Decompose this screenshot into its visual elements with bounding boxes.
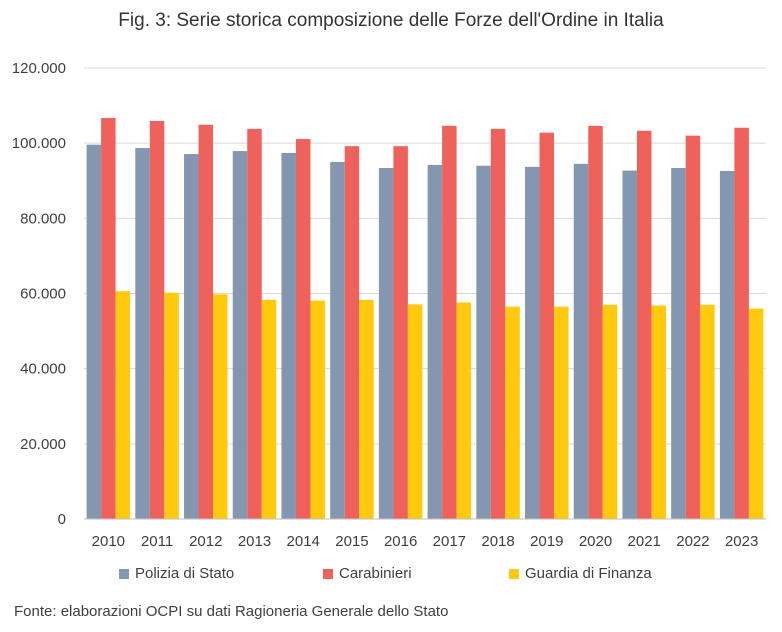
bar-polizia-di-stato-2020 [573,163,589,519]
x-tick-label: 2012 [189,533,222,550]
bar-guardia-di-finanza-2013 [261,299,277,519]
bar-polizia-di-stato-2014 [281,152,296,519]
y-tick-label: 100.000 [12,135,66,152]
y-tick-label: 80.000 [20,210,66,227]
bar-carabinieri-2016 [393,146,408,519]
bar-guardia-di-finanza-2021 [651,305,666,519]
legend-label: Guardia di Finanza [525,565,652,582]
x-tick-label: 2011 [141,533,173,550]
y-tick-label: 40.000 [20,361,66,378]
x-tick-label: 2016 [384,533,417,550]
bar-guardia-di-finanza-2023 [748,308,764,519]
x-tick-label: 2013 [238,533,271,550]
chart-title: Fig. 3: Serie storica composizione delle… [118,10,664,31]
bar-carabinieri-2012 [198,124,214,520]
bar-carabinieri-2013 [247,128,262,519]
bar-guardia-di-finanza-2015 [359,299,374,519]
bar-carabinieri-2011 [149,120,165,520]
legend-swatch [323,568,333,579]
source-note: Fonte: elaborazioni OCPI su dati Ragione… [14,603,449,620]
bar-polizia-di-stato-2011 [135,148,150,520]
bar-chart: 0 20.000 40.000 60.000 80.000 100.000 120.000 2… [12,60,766,550]
bar-carabinieri-2017 [442,125,457,520]
y-tick-label: 20.000 [20,436,66,453]
x-tick-label: 2010 [92,533,125,550]
bar-polizia-di-stato-2012 [184,154,199,519]
bar-polizia-di-stato-2013 [232,151,248,519]
bar-polizia-di-stato-2010 [86,144,102,520]
x-tick-label: 2021 [628,533,661,550]
bar-carabinieri-2019 [539,132,555,520]
bar-guardia-di-finanza-2017 [456,302,472,519]
bar-polizia-di-stato-2016 [378,167,394,519]
legend: Polizia di Stato Carabinieri Guardia di Fi… [0,565,782,585]
bar-polizia-di-stato-2023 [719,170,735,519]
legend-label: Polizia di Stato [135,565,235,582]
y-tick-label: 60.000 [20,286,66,303]
x-tick-label: 2023 [725,533,758,550]
legend-label: Carabinieri [339,565,412,582]
bar-guardia-di-finanza-2012 [213,294,228,519]
bar-polizia-di-stato-2021 [622,170,637,520]
bar-guardia-di-finanza-2018 [505,306,520,519]
bar-polizia-di-stato-2018 [476,165,491,519]
bar-guardia-di-finanza-2020 [602,304,618,519]
legend-item: Carabinieri [323,565,412,582]
bar-carabinieri-2018 [490,128,506,519]
bar-carabinieri-2010 [101,117,116,519]
x-tick-label: 2019 [530,533,563,550]
bar-guardia-di-finanza-2014 [310,300,325,519]
legend-item: Guardia di Finanza [509,565,652,582]
bar-carabinieri-2023 [734,127,749,519]
bar-carabinieri-2022 [685,135,701,519]
bar-carabinieri-2015 [344,146,360,519]
x-tick-label: 2022 [676,533,709,550]
y-tick-label: 120.000 [12,60,66,77]
legend-swatch [119,568,129,579]
x-tick-label: 2017 [433,533,466,550]
x-tick-label: 2018 [481,533,514,550]
bar-polizia-di-stato-2022 [671,167,686,519]
bar-carabinieri-2014 [295,139,311,519]
bar-guardia-di-finanza-2016 [407,304,423,519]
x-tick-label: 2014 [287,533,320,550]
bar-guardia-di-finanza-2011 [164,292,179,519]
bar-polizia-di-stato-2015 [330,161,345,520]
x-tick-label: 2015 [335,533,368,550]
bar-guardia-di-finanza-2019 [554,306,569,519]
bar-polizia-di-stato-2017 [427,164,443,519]
bar-guardia-di-finanza-2022 [700,304,715,519]
bar-carabinieri-2020 [588,125,603,520]
legend-item: Polizia di Stato [119,565,234,582]
legend-swatch [509,568,519,579]
y-tick-label: 0 [58,511,66,528]
x-tick-label: 2020 [579,533,612,550]
bar-guardia-di-finanza-2010 [115,291,131,519]
bar-polizia-di-stato-2019 [525,166,540,519]
bar-carabinieri-2021 [636,130,652,519]
